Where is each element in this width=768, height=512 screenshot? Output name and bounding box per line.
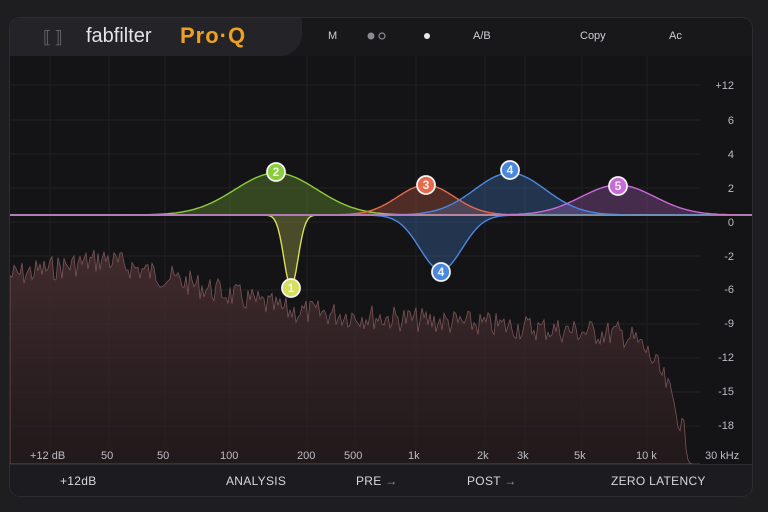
band-handle-label: 4 [438, 265, 445, 279]
band-curves [10, 172, 752, 287]
band-handle-5[interactable]: 5 [608, 176, 628, 196]
post-toggle[interactable]: POST → [467, 474, 517, 488]
freq-label: +12 dB [30, 450, 66, 462]
db-label: +12 [715, 80, 734, 92]
freq-label: 10 k [636, 450, 657, 462]
band-curve [10, 184, 752, 216]
freq-label: 2k [477, 450, 489, 462]
band-handle-1[interactable]: 1 [281, 278, 301, 298]
freq-label: 3k [517, 450, 529, 462]
db-label: -15 [718, 386, 734, 398]
arrow-right-icon: → [500, 474, 517, 488]
fabfilter-logo-icon: ⟦⟧ [42, 28, 65, 48]
analysis-button[interactable]: ANALYSIS [226, 474, 287, 488]
pre-toggle[interactable]: PRE → [356, 474, 398, 488]
latency-mode-button[interactable]: ZERO LATENCY [611, 474, 706, 488]
spectrum-analyzer [10, 249, 700, 464]
freq-label: 30 kHz [705, 450, 740, 462]
bottom-bar: +12dB ANALYSIS PRE → POST → ZERO LATENCY [10, 464, 752, 496]
db-label: -6 [724, 284, 734, 296]
preset-indicator-icon[interactable] [422, 31, 432, 41]
db-label: -9 [724, 318, 734, 330]
freq-label: 500 [344, 450, 363, 462]
band-handle-label: 4 [507, 163, 514, 177]
band-fill [10, 185, 752, 215]
freq-label: 50 [101, 450, 114, 462]
band-handle-label: 1 [288, 281, 295, 295]
band-handles[interactable]: 1 2 3 4 4 5 [266, 160, 628, 298]
band-handle-4[interactable]: 4 [431, 262, 451, 282]
freq-label: 100 [220, 450, 239, 462]
copy-button[interactable]: Copy [580, 30, 606, 42]
band-fill [10, 185, 752, 215]
ab-button[interactable]: A/B [473, 30, 491, 42]
db-label: 0 [727, 217, 734, 229]
freq-label: 50 [157, 450, 170, 462]
pre-label: PRE [356, 474, 382, 488]
post-label: POST [467, 474, 501, 488]
freq-label: 1k [408, 450, 420, 462]
range-button[interactable]: +12dB [60, 474, 97, 488]
db-label: 2 [727, 183, 734, 195]
band-handle-3[interactable]: 3 [416, 175, 436, 195]
logo-area: ⟦⟧ fabfilter Pro·Q [10, 18, 302, 56]
band-handle-label: 2 [273, 165, 280, 179]
product-name: Pro·Q [180, 23, 247, 48]
menu-button[interactable]: Ac [669, 30, 682, 42]
brand-name: fabfilter [86, 25, 152, 47]
midi-learn-icon[interactable]: M [328, 30, 338, 42]
db-label: -12 [718, 352, 734, 364]
undo-redo-icon[interactable] [365, 30, 391, 42]
freq-label: 200 [297, 450, 316, 462]
band-handle-2[interactable]: 2 [266, 162, 286, 182]
eq-graph[interactable]: 1 2 3 4 4 5 [10, 56, 752, 464]
top-bar: ⟦⟧ fabfilter Pro·Q M A/B Copy Ac [10, 18, 752, 56]
db-label: -18 [718, 420, 734, 432]
db-label: 6 [727, 115, 734, 127]
band-handle-label: 5 [615, 179, 622, 193]
freq-label: 5k [574, 450, 586, 462]
band-handle-label: 3 [423, 178, 430, 192]
band-handle-4[interactable]: 4 [500, 160, 520, 180]
db-label: -2 [724, 251, 734, 263]
plugin-window: ⟦⟧ fabfilter Pro·Q M A/B Copy Ac [10, 18, 752, 496]
arrow-right-icon: → [381, 474, 398, 488]
db-label: 4 [727, 149, 734, 161]
